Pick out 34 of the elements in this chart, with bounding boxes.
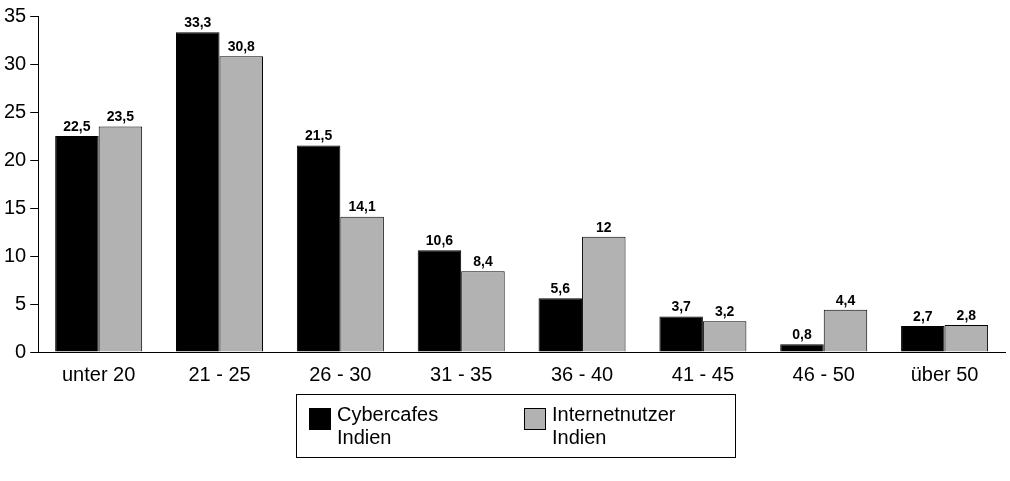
y-tick-label: 20 — [4, 147, 27, 170]
y-tick-label: 25 — [4, 99, 27, 122]
data-label: 10,6 — [425, 232, 454, 249]
data-label: 23,5 — [106, 108, 135, 125]
data-label: 3,7 — [671, 298, 692, 315]
data-label: 3,2 — [714, 303, 735, 320]
x-tick-label: 41 - 45 — [671, 362, 735, 385]
data-label: 30,8 — [227, 38, 256, 55]
y-tick-label: 15 — [4, 195, 27, 218]
y-tick-label: 30 — [4, 51, 27, 74]
data-label: 4,4 — [835, 291, 856, 308]
data-label: 2,8 — [956, 306, 977, 323]
legend-label: Internetnutzer Indien — [552, 403, 677, 449]
y-tick-label: 5 — [15, 291, 27, 314]
data-label: 22,5 — [63, 117, 91, 134]
x-tick-label: unter 20 — [61, 362, 136, 385]
x-tick-label: 21 - 25 — [188, 362, 251, 385]
x-tick-label: 36 - 40 — [550, 362, 614, 385]
y-tick-label: 10 — [4, 243, 27, 266]
x-tick-label: 46 - 50 — [792, 362, 855, 385]
y-tick-label: 0 — [15, 339, 27, 362]
data-label: 12 — [596, 218, 612, 235]
data-label: 0,8 — [792, 326, 812, 343]
data-label: 14,1 — [348, 198, 376, 215]
data-label: 8,4 — [473, 253, 493, 270]
x-tick-label: 31 - 35 — [430, 362, 493, 385]
data-label: 5,6 — [550, 280, 571, 297]
x-tick-label: über 50 — [910, 362, 979, 385]
data-label: 33,3 — [184, 14, 212, 31]
data-label: 21,5 — [304, 127, 333, 144]
y-tick-label: 35 — [4, 3, 27, 26]
x-tick-label: 26 - 30 — [309, 362, 372, 385]
legend-label: Cybercafes Indien — [337, 403, 440, 449]
data-label: 2,7 — [913, 307, 933, 324]
